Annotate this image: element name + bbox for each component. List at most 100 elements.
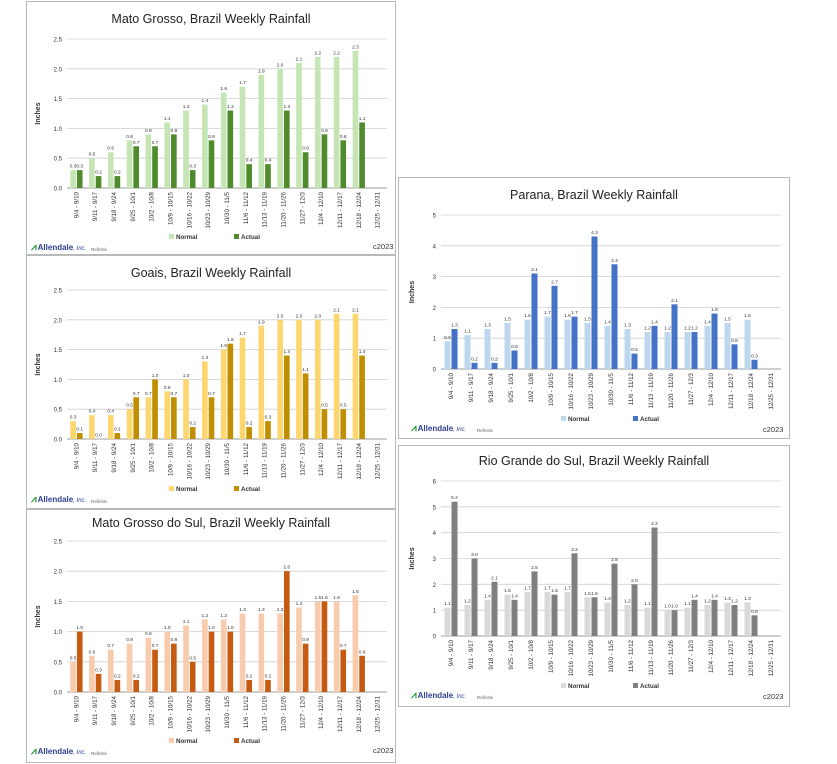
bar-actual (133, 146, 140, 188)
data-label: 1.0 (183, 373, 190, 379)
x-tick-label: 10/23 - 10/29 (205, 695, 212, 732)
bar-normal (484, 599, 491, 636)
data-label: 1.1 (444, 601, 451, 607)
y-tick-label: 2.5 (54, 38, 63, 44)
y-axis-title: Inches (409, 281, 416, 303)
x-tick-label: 9/4 - 9/10 (448, 372, 455, 399)
data-label: 1.5 (333, 595, 340, 601)
x-tick-label: 9/25 - 10/1 (130, 191, 137, 221)
bar-actual (208, 397, 215, 439)
bar-actual (511, 599, 518, 636)
data-label: 1.5 (584, 591, 591, 597)
data-label: 1.2 (202, 613, 209, 619)
bar-actual (340, 140, 347, 188)
legend-label-actual: Actual (241, 234, 260, 241)
data-label: 0.0 (95, 433, 102, 439)
bar-actual (189, 661, 196, 692)
data-label: 1.7 (524, 586, 531, 592)
x-tick-label: 9/4 - 9/10 (448, 639, 455, 666)
bar-actual (631, 353, 638, 369)
data-label: 1.6 (352, 589, 359, 595)
bar-actual (471, 558, 478, 636)
data-label: 0.7 (145, 391, 152, 397)
y-axis-title: Inches (409, 547, 416, 569)
data-label: 0.6 (302, 146, 309, 152)
bar-actual (246, 427, 252, 439)
y-tick-label: 0.0 (54, 438, 63, 444)
bar-actual (340, 409, 347, 439)
x-tick-label: 9/4 - 9/10 (73, 695, 80, 722)
data-label: 2.7 (551, 279, 558, 285)
y-tick-label: 3 (433, 275, 437, 281)
bar-actual (152, 379, 158, 439)
bar-normal (352, 50, 359, 188)
x-tick-label: 10/23 - 10/29 (588, 639, 595, 676)
bar-actual (731, 344, 738, 369)
data-label: 4.2 (651, 521, 658, 527)
data-label: 1.3 (239, 607, 246, 613)
y-tick-label: 5 (433, 505, 437, 511)
bar-actual (265, 421, 271, 439)
data-label: 0.7 (171, 391, 178, 397)
data-label: 1.1 (164, 116, 171, 122)
x-tick-label: 11/6 - 11/12 (628, 639, 635, 672)
x-tick-label: 10/2 - 10/8 (149, 695, 156, 725)
data-label: 1.4 (711, 593, 718, 599)
data-label: 1.0 (208, 625, 215, 631)
bar-actual (711, 313, 718, 369)
bar-normal (239, 613, 246, 692)
y-tick-label: 3 (433, 557, 437, 563)
data-label: 0.3 (76, 164, 83, 170)
data-label: 0.9 (145, 631, 152, 637)
x-tick-label: 11/13 - 11/19 (648, 372, 655, 408)
bar-actual (651, 325, 658, 369)
bar-normal (145, 397, 152, 439)
data-label: 0.7 (152, 140, 159, 146)
bar-normal (524, 319, 531, 369)
data-label: 2.1 (671, 298, 678, 304)
legend-swatch-actual (633, 416, 638, 421)
legend-swatch-normal (169, 486, 174, 491)
bar-actual (227, 110, 234, 188)
y-tick-label: 2.5 (54, 540, 63, 546)
data-label: 1.3 (277, 607, 284, 613)
data-label: 0.2 (491, 356, 498, 362)
source-label: Refinitiv (91, 751, 108, 756)
data-label: 0.2 (246, 421, 253, 427)
data-label: 1.3 (283, 104, 290, 110)
data-label: 2.3 (352, 44, 359, 50)
y-tick-label: 0.5 (54, 408, 63, 414)
bar-normal (644, 607, 651, 636)
data-label: 0.3 (70, 415, 77, 421)
data-label: 1.7 (571, 310, 578, 316)
legend-swatch-actual (234, 234, 239, 239)
x-tick-label: 9/18 - 9/24 (111, 695, 118, 725)
data-label: 1.7 (239, 80, 246, 86)
bar-normal (164, 391, 171, 439)
data-label: 0.2 (114, 170, 121, 176)
data-label: 0.9 (444, 335, 451, 341)
data-label: 1.2 (684, 326, 691, 332)
x-tick-label: 11/20 - 11/26 (280, 191, 287, 227)
data-label: 2.0 (631, 578, 638, 584)
bar-normal (744, 319, 751, 369)
bar-normal (624, 605, 631, 636)
x-tick-label: 10/9 - 10/15 (168, 442, 175, 476)
data-label: 0.4 (107, 409, 114, 415)
bar-normal (352, 313, 359, 439)
data-label: 0.5 (189, 655, 196, 661)
x-tick-label: 10/16 - 10/22 (186, 442, 193, 479)
data-label: 1.1 (644, 601, 651, 607)
legend-label-actual: Actual (640, 416, 659, 423)
data-label: 1.5 (591, 591, 598, 597)
bar-actual (265, 679, 271, 692)
x-tick-label: 11/20 - 11/26 (280, 442, 287, 478)
legend-label-normal: Normal (568, 683, 590, 690)
bar-actual (531, 273, 538, 369)
data-label: 1.2 (704, 599, 711, 605)
data-label: 0.9 (145, 128, 152, 134)
x-tick-label: 10/9 - 10/15 (548, 639, 555, 673)
data-label: 5.2 (451, 495, 458, 501)
y-tick-label: 0.5 (54, 157, 63, 163)
data-label: 1.6 (564, 313, 571, 319)
